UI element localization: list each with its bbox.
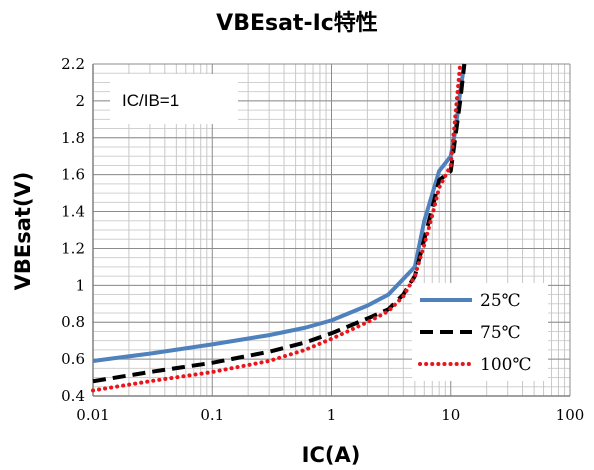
annotation-box: IC/IB=1 (110, 74, 238, 124)
chart-title: VBEsat-Ic特性 (216, 10, 378, 36)
annotation-label: IC/IB=1 (122, 91, 179, 110)
y-axis-label: VBEsat(V) (11, 172, 35, 291)
legend: 25℃ 75℃ 100℃ (412, 283, 548, 381)
x-axis-label: IC(A) (302, 443, 361, 467)
y-tick-label: 2.2 (61, 55, 85, 73)
series-line-3 (91, 62, 463, 393)
y-tick-label: 1 (75, 276, 85, 294)
y-tick-label: 0.4 (61, 387, 85, 405)
x-tick-label: 1 (327, 406, 337, 424)
x-tick-label: 10 (441, 406, 460, 424)
legend-label-1: 25℃ (480, 291, 521, 311)
series-line-1 (92, 63, 467, 363)
legend-label-3: 100℃ (480, 355, 531, 375)
series-lines (91, 62, 467, 393)
y-tick-label: 1.2 (61, 239, 85, 257)
annotation-background (110, 74, 238, 124)
y-tick-label: 1.4 (61, 203, 85, 221)
y-tick-label: 1.6 (61, 166, 85, 184)
y-tick-label: 0.8 (61, 313, 85, 331)
axes (92, 64, 570, 397)
y-tick-label: 1.8 (61, 129, 85, 147)
y-tick-label: 2 (75, 92, 85, 110)
x-tick-label: 0.1 (200, 406, 224, 424)
y-tick-label: 0.6 (61, 350, 85, 368)
x-tick-label: 0.01 (76, 406, 109, 424)
x-tick-label: 100 (556, 406, 585, 424)
tick-labels: 0.4 0.6 0.8 1 1.2 1.4 1.6 1.8 2 2.2 0.01 0.1 1 10 100 (61, 55, 584, 424)
series-line-2 (92, 63, 467, 384)
legend-label-2: 75℃ (480, 323, 521, 343)
